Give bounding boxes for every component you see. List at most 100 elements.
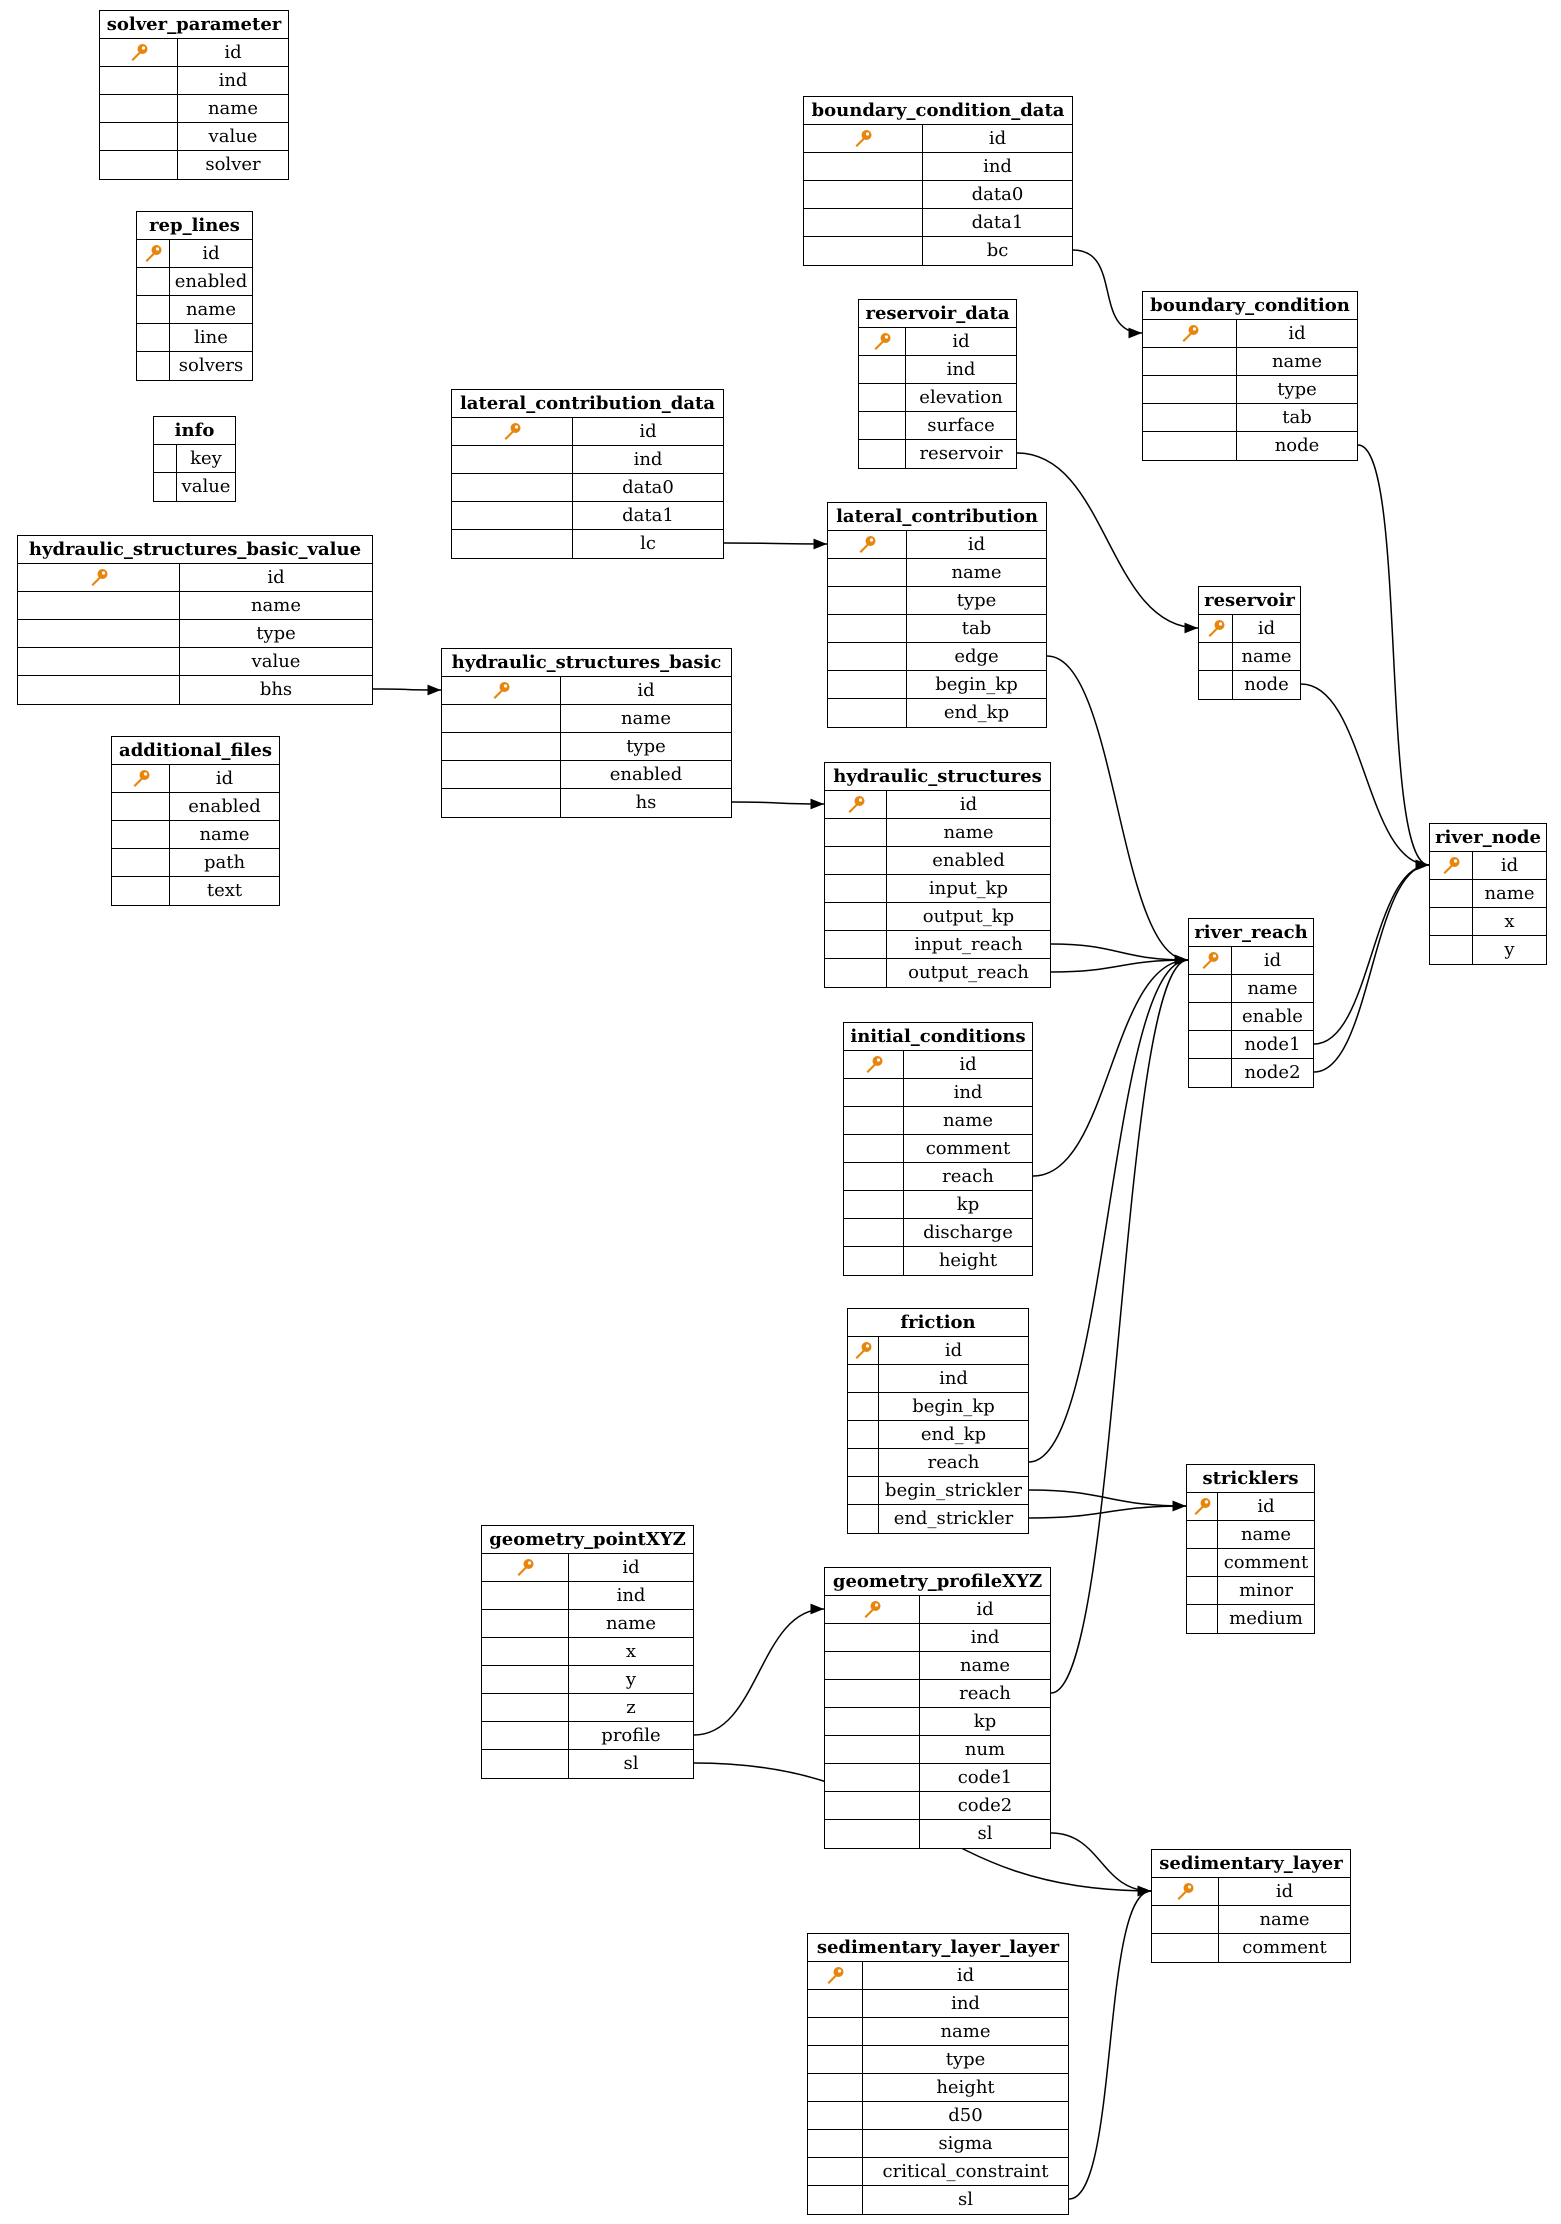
key-icon (1205, 618, 1227, 640)
key-cell (848, 1477, 879, 1504)
key-cell (825, 875, 887, 902)
table-row: tab (828, 615, 1046, 643)
key-icon (852, 1340, 874, 1362)
field-name: name (620, 708, 672, 729)
table-row: sl (482, 1750, 693, 1778)
key-cell (482, 1638, 569, 1665)
relation-geometry_profileXYZ-sl-to-sedimentary_layer (1050, 1832, 1152, 1897)
table-row: output_reach (825, 959, 1050, 987)
table-title: boundary_condition_data (804, 97, 1072, 125)
key-cell (808, 2046, 863, 2073)
key-cell (844, 1107, 904, 1134)
key-cell (100, 95, 178, 122)
field-critical-constraint: critical_constraint (882, 2161, 1049, 2182)
key-cell (482, 1666, 569, 1693)
field-name: name (951, 562, 1002, 583)
table-title: hydraulic_structures_basic_value (18, 536, 372, 564)
table-row: ind (808, 1990, 1068, 2018)
key-icon (1179, 323, 1201, 345)
table-row: reach (825, 1680, 1050, 1708)
field-enabled: enabled (188, 796, 261, 817)
key-cell (825, 1820, 920, 1848)
key-cell (452, 530, 573, 558)
field-solvers: solvers (178, 355, 244, 376)
field-ind: ind (951, 1993, 980, 2014)
field-value: value (181, 476, 231, 497)
key-icon (142, 243, 164, 265)
key-cell (825, 1596, 920, 1623)
key-icon (861, 1599, 883, 1621)
table-row: solver (100, 151, 288, 179)
key-cell (100, 67, 178, 94)
key-icon (1191, 1496, 1213, 1518)
table-sedimentary-layer-layer: sedimentary_layer_layer id ind name type heig… (807, 1933, 1069, 2215)
field-discharge: discharge (923, 1222, 1013, 1243)
key-cell (137, 352, 170, 380)
field-num: num (964, 1739, 1006, 1760)
table-row: value (100, 123, 288, 151)
key-cell (1430, 880, 1473, 907)
key-cell (828, 559, 907, 586)
field-height: height (936, 2077, 995, 2098)
field-tab: tab (961, 618, 992, 639)
table-row: name (442, 705, 731, 733)
key-cell (804, 125, 923, 152)
table-row: data0 (804, 181, 1072, 209)
field-surface: surface (927, 415, 995, 436)
table-river-node: river_node id name x y (1429, 823, 1547, 965)
table-title: river_reach (1189, 919, 1313, 947)
table-row: name (112, 821, 279, 849)
key-cell (859, 412, 906, 439)
table-row: id (859, 328, 1016, 356)
key-cell (848, 1505, 879, 1533)
key-cell (808, 2130, 863, 2157)
table-additional-files: additional_files id enabled name path text (111, 736, 280, 906)
key-cell (1187, 1521, 1218, 1548)
table-title: lateral_contribution_data (452, 390, 723, 418)
relation-friction-reach-to-river_reach (1028, 954, 1189, 1463)
table-row: reach (848, 1449, 1028, 1477)
table-row: type (808, 2046, 1068, 2074)
field-id: id (959, 794, 978, 815)
field-sl: sl (958, 2189, 973, 2210)
key-icon (852, 128, 874, 150)
key-cell (154, 445, 177, 472)
key-cell (825, 1708, 920, 1735)
field-id: id (976, 1599, 994, 1620)
key-cell (112, 877, 170, 905)
field-id: id (1257, 618, 1276, 639)
table-row: type (18, 620, 372, 648)
key-cell (1143, 348, 1237, 375)
key-cell (1187, 1549, 1218, 1576)
key-cell (808, 2018, 863, 2045)
table-row: d50 (808, 2102, 1068, 2130)
relation-sedimentary_layer_layer-sl-to-sedimentary_layer (1068, 1885, 1152, 2200)
field-node1: node1 (1244, 1034, 1301, 1055)
table-geometry-pointxyz: geometry_pointXYZ id ind name x y z profile sl (481, 1525, 694, 1779)
key-cell (112, 849, 170, 876)
field-type: type (256, 623, 296, 644)
table-row: minor (1187, 1577, 1314, 1605)
table-row: z (482, 1694, 693, 1722)
table-sedimentary-layer: sedimentary_layer id name comment (1151, 1849, 1351, 1963)
table-row: comment (844, 1135, 1032, 1163)
table-title: lateral_contribution (828, 503, 1046, 531)
relation-hydraulic_structures-input_reach-to-river_reach (1050, 943, 1189, 966)
key-cell (848, 1337, 879, 1364)
key-cell (828, 699, 907, 727)
table-stricklers: stricklers id name comment minor medium (1186, 1464, 1315, 1634)
field-comment: comment (925, 1138, 1011, 1159)
key-cell (1430, 852, 1473, 879)
table-row: lc (452, 530, 723, 558)
field-reach: reach (927, 1452, 980, 1473)
key-cell (100, 39, 178, 66)
key-cell (804, 209, 923, 236)
field-data0: data0 (622, 477, 674, 498)
key-cell (1143, 432, 1237, 460)
field-id: id (967, 534, 986, 555)
key-cell (18, 648, 180, 675)
table-row: name (1152, 1906, 1350, 1934)
field-name: name (1247, 978, 1298, 999)
table-row: name (1143, 348, 1357, 376)
field-id: id (944, 1340, 963, 1361)
